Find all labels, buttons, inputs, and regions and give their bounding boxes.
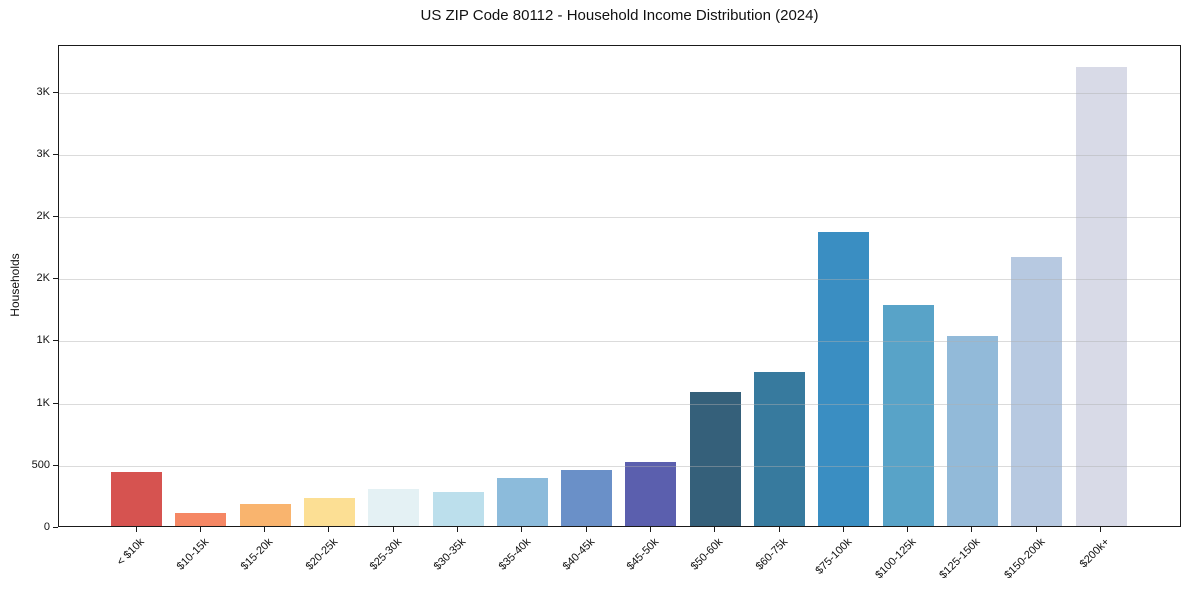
gridline bbox=[59, 403, 1180, 405]
x-tick-mark bbox=[521, 527, 523, 532]
bar-$200k+ bbox=[1075, 67, 1127, 526]
bar-$125-150k bbox=[946, 336, 998, 526]
y-tick-mark bbox=[53, 216, 58, 218]
y-tick-label: 0 bbox=[43, 521, 50, 533]
gridline bbox=[59, 92, 1180, 94]
gridline bbox=[59, 341, 1180, 343]
x-tick-label: $20-25k bbox=[303, 536, 340, 573]
x-tick-mark bbox=[649, 527, 651, 532]
y-tick-mark bbox=[53, 464, 58, 466]
y-axis-label: Households bbox=[8, 253, 22, 317]
bar-$25-30k bbox=[368, 489, 420, 526]
x-tick-label: $125-150k bbox=[937, 536, 983, 582]
x-tick-label: $30-35k bbox=[431, 536, 469, 573]
gridline bbox=[59, 154, 1180, 156]
x-tick-mark bbox=[585, 527, 587, 532]
x-tick-label: $10-15k bbox=[174, 536, 212, 573]
bar-$50-60k bbox=[689, 391, 741, 526]
gridline bbox=[59, 465, 1180, 467]
y-tick-mark bbox=[53, 340, 58, 342]
x-tick-label: $40-45k bbox=[560, 536, 598, 573]
bar-$100-125k bbox=[882, 304, 934, 526]
bar-$35-40k bbox=[496, 477, 548, 526]
y-tick-mark bbox=[53, 402, 58, 404]
x-tick-label: $15-20k bbox=[238, 536, 276, 573]
x-tick-label: $100-125k bbox=[873, 536, 919, 582]
y-tick-label: 1K bbox=[36, 334, 50, 347]
x-tick-label: $25-30k bbox=[367, 536, 405, 573]
gridline bbox=[59, 217, 1180, 219]
x-tick-mark bbox=[392, 527, 394, 532]
x-tick-label: $35-40k bbox=[496, 536, 533, 573]
bar-$15-20k bbox=[239, 503, 291, 526]
y-tick-mark bbox=[53, 278, 58, 280]
bar-$30-35k bbox=[432, 492, 484, 526]
bar-$20-25k bbox=[303, 498, 355, 526]
y-tick-label: 1K bbox=[36, 396, 50, 409]
y-tick-mark bbox=[53, 527, 58, 528]
bar-< $10k bbox=[111, 471, 162, 526]
gridline bbox=[59, 279, 1180, 281]
x-tick-label: $45-50k bbox=[624, 536, 662, 573]
x-tick-mark bbox=[907, 527, 909, 532]
bar-$45-50k bbox=[625, 461, 677, 526]
x-tick-label: $50-60k bbox=[689, 536, 726, 573]
x-tick-mark bbox=[842, 527, 844, 532]
x-tick-mark bbox=[457, 527, 458, 532]
x-tick-mark bbox=[778, 527, 780, 532]
bar-$10-15k bbox=[175, 512, 227, 526]
x-tick-mark bbox=[328, 527, 330, 532]
x-tick-label: $150-200k bbox=[1001, 536, 1048, 582]
x-tick-mark bbox=[971, 527, 973, 532]
x-tick-label: $60-75k bbox=[753, 536, 790, 573]
x-tick-label: $200k+ bbox=[1077, 536, 1112, 571]
x-tick-mark bbox=[1100, 527, 1101, 532]
bar-$60-75k bbox=[754, 372, 805, 526]
x-tick-mark bbox=[199, 527, 201, 532]
plot-area bbox=[58, 45, 1181, 527]
chart-title: US ZIP Code 80112 - Household Income Dis… bbox=[420, 7, 819, 24]
bar-$150-200k bbox=[1011, 256, 1063, 526]
y-tick-label: 3K bbox=[36, 147, 50, 160]
x-tick-mark bbox=[135, 527, 137, 532]
y-tick-mark bbox=[53, 91, 58, 93]
bar-$40-45k bbox=[561, 470, 613, 526]
x-tick-mark bbox=[714, 527, 716, 532]
y-tick-label: 500 bbox=[31, 458, 50, 471]
y-tick-label: 3K bbox=[36, 85, 50, 98]
bar-$75-100k bbox=[818, 232, 870, 526]
x-tick-mark bbox=[264, 527, 266, 532]
x-tick-label: $75-100k bbox=[813, 536, 855, 577]
y-tick-label: 2K bbox=[36, 272, 50, 285]
x-tick-label: < $10k bbox=[114, 536, 147, 569]
y-tick-mark bbox=[53, 153, 58, 155]
y-tick-label: 2K bbox=[36, 210, 50, 223]
x-tick-mark bbox=[1035, 527, 1037, 532]
